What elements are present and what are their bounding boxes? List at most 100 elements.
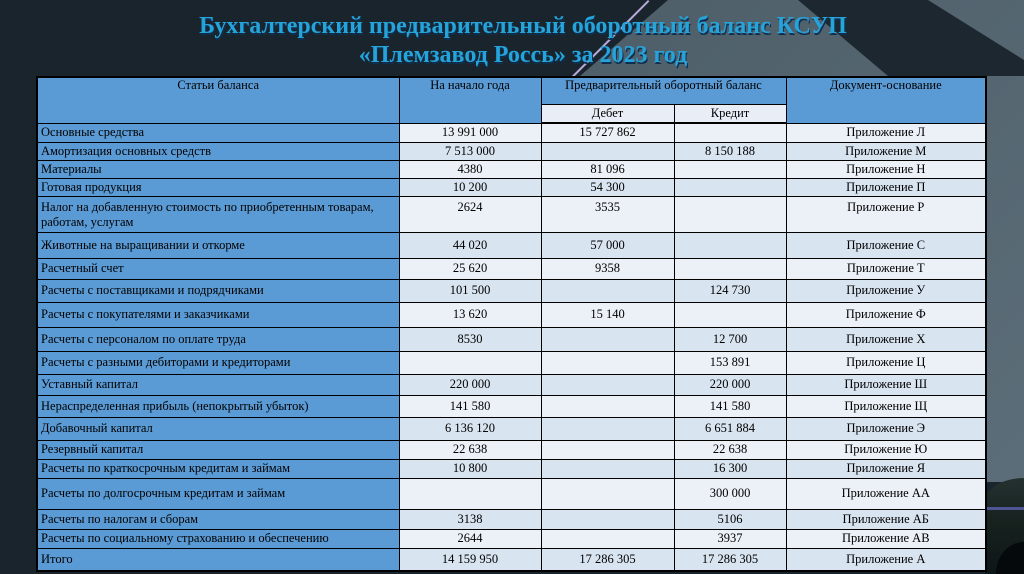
begin-of-year-cell: 22 638 (398, 439, 542, 460)
document-basis-cell: Приложение Ф (785, 301, 987, 328)
table-header-row-1: Статьи баланса На начало года Предварите… (36, 76, 987, 124)
table-row: Расчеты по социальному страхованию и обе… (36, 528, 987, 549)
debit-cell (540, 394, 675, 418)
table-row: Расчеты по налогам и сборам 3138 5106 Прило… (36, 508, 987, 530)
credit-cell (673, 122, 787, 143)
document-basis-cell: Приложение АА (785, 477, 987, 510)
document-basis-cell: Приложение Р (785, 195, 987, 233)
debit-cell (540, 508, 675, 530)
row-name-cell: Уставный капитал (36, 373, 400, 396)
header-debit: Дебет (540, 103, 675, 124)
document-basis-cell: Приложение Х (785, 326, 987, 352)
row-name-cell: Амортизация основных средств (36, 141, 400, 161)
row-name-cell: Нераспределенная прибыль (непокрытый убы… (36, 394, 400, 418)
debit-cell (540, 326, 675, 352)
header-credit: Кредит (673, 103, 787, 124)
table-row: Материалы 4380 81 096 Приложение Н (36, 159, 987, 179)
table-row: Уставный капитал 220 000 220 000 Приложение… (36, 373, 987, 396)
credit-cell: 12 700 (673, 326, 787, 352)
debit-cell (540, 458, 675, 479)
begin-of-year-cell: 141 580 (398, 394, 542, 418)
debit-cell (540, 416, 675, 441)
document-basis-cell: Приложение АВ (785, 528, 987, 549)
credit-cell: 300 000 (673, 477, 787, 510)
begin-of-year-cell: 3138 (398, 508, 542, 530)
debit-cell: 17 286 305 (540, 547, 675, 572)
debit-cell: 57 000 (540, 231, 675, 259)
header-items: Статьи баланса (36, 76, 400, 124)
begin-of-year-cell: 4380 (398, 159, 542, 179)
balance-table: Статьи баланса На начало года Предварите… (36, 76, 988, 572)
table-row: Основные средства 13 991 000 15 727 862 При… (36, 122, 987, 143)
begin-of-year-cell: 10 800 (398, 458, 542, 479)
document-basis-cell: Приложение М (785, 141, 987, 161)
slide-title-line1: Бухгалтерский предварительный оборотный … (199, 13, 847, 39)
begin-of-year-cell: 2624 (398, 195, 542, 233)
debit-cell: 15 727 862 (540, 122, 675, 143)
debit-cell (540, 439, 675, 460)
table-body: Основные средства 13 991 000 15 727 862 При… (36, 122, 987, 572)
table-row: Готовая продукция 10 200 54 300 Приложение … (36, 177, 987, 197)
begin-of-year-cell: 2644 (398, 528, 542, 549)
credit-cell (673, 159, 787, 179)
begin-of-year-cell: 8530 (398, 326, 542, 352)
row-name-cell: Резервный капитал (36, 439, 400, 460)
debit-cell (540, 477, 675, 510)
credit-cell (673, 195, 787, 233)
credit-cell (673, 231, 787, 259)
begin-of-year-cell: 13 620 (398, 301, 542, 328)
begin-of-year-cell: 13 991 000 (398, 122, 542, 143)
document-basis-cell: Приложение Ш (785, 373, 987, 396)
table-row: Расчеты по долгосрочным кредитам и займа… (36, 477, 987, 510)
table-row: Животные на выращивании и откорме 44 020 5… (36, 231, 987, 259)
slide-title: Бухгалтерский предварительный оборотный … (30, 12, 1016, 70)
table-row: Расчеты с персоналом по оплате труда 8530… (36, 326, 987, 352)
begin-of-year-cell: 101 500 (398, 278, 542, 303)
row-name-cell: Расчеты по краткосрочным кредитам и займ… (36, 458, 400, 479)
document-basis-cell: Приложение У (785, 278, 987, 303)
document-basis-cell: Приложение П (785, 177, 987, 197)
row-name-cell: Расчеты по налогам и сборам (36, 508, 400, 530)
credit-cell: 141 580 (673, 394, 787, 418)
row-name-cell: Расчеты с разными дебиторами и кредитора… (36, 350, 400, 375)
debit-cell (540, 278, 675, 303)
table-row: Резервный капитал 22 638 22 638 Приложение … (36, 439, 987, 460)
row-name-cell: Расчеты по долгосрочным кредитам и займа… (36, 477, 400, 510)
row-name-cell: Расчеты с персоналом по оплате труда (36, 326, 400, 352)
row-name-cell: Животные на выращивании и откорме (36, 231, 400, 259)
table-row: Расчеты с покупателями и заказчиками 13 6… (36, 301, 987, 328)
credit-cell: 16 300 (673, 458, 787, 479)
header-document-basis: Документ-основание (785, 76, 987, 124)
row-name-cell: Итого (36, 547, 400, 572)
debit-cell: 81 096 (540, 159, 675, 179)
credit-cell (673, 177, 787, 197)
debit-cell: 3535 (540, 195, 675, 233)
document-basis-cell: Приложение Э (785, 416, 987, 441)
table-header-row-2: Дебет Кредит (37, 103, 986, 124)
document-basis-cell: Приложение А (785, 547, 987, 572)
begin-of-year-cell: 6 136 120 (398, 416, 542, 441)
table-row: Расчеты с разными дебиторами и кредитора… (36, 350, 987, 375)
table-row: Амортизация основных средств 7 513 000 8 1… (36, 141, 987, 161)
debit-cell (540, 373, 675, 396)
table-row: Расчеты по краткосрочным кредитам и займ… (36, 458, 987, 479)
table-row: Итого 14 159 950 17 286 305 17 286 305 Прило… (36, 547, 987, 572)
row-name-cell: Налог на добавленную стоимость по приобр… (36, 195, 400, 233)
debit-cell: 9358 (540, 257, 675, 280)
credit-cell: 5106 (673, 508, 787, 530)
credit-cell (673, 257, 787, 280)
document-basis-cell: Приложение Щ (785, 394, 987, 418)
row-name-cell: Добавочный капитал (36, 416, 400, 441)
document-basis-cell: Приложение Л (785, 122, 987, 143)
row-name-cell: Готовая продукция (36, 177, 400, 197)
table-row: Расчетный счет 25 620 9358 Приложение Т (36, 257, 987, 280)
begin-of-year-cell: 14 159 950 (398, 547, 542, 572)
document-basis-cell: Приложение Ю (785, 439, 987, 460)
begin-of-year-cell (398, 350, 542, 375)
document-basis-cell: Приложение С (785, 231, 987, 259)
table-row: Расчеты с поставщиками и подрядчиками 101… (36, 278, 987, 303)
credit-cell: 153 891 (673, 350, 787, 375)
document-basis-cell: Приложение Я (785, 458, 987, 479)
begin-of-year-cell (398, 477, 542, 510)
document-basis-cell: Приложение Н (785, 159, 987, 179)
